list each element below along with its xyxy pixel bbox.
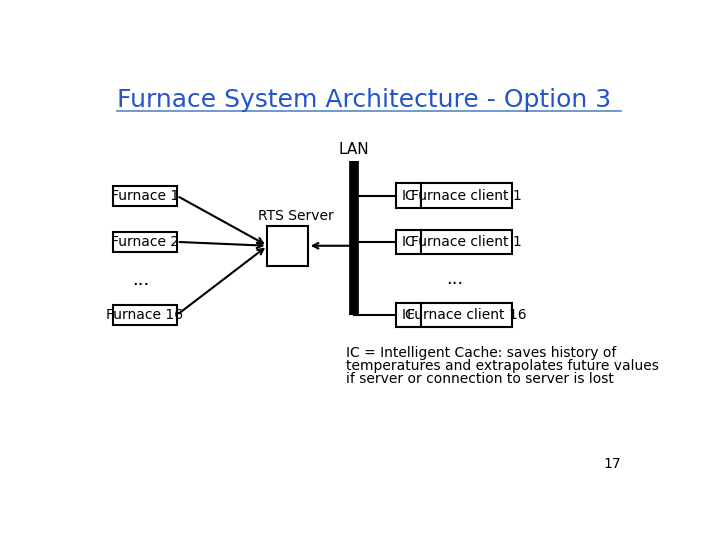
Text: Furnace client 1: Furnace client 1 [411, 188, 522, 202]
Text: Furnace System Architecture - Option 3: Furnace System Architecture - Option 3 [117, 88, 611, 112]
FancyBboxPatch shape [396, 230, 421, 254]
Text: RTS Server: RTS Server [258, 208, 333, 222]
Text: IC = Intelligent Cache: saves history of: IC = Intelligent Cache: saves history of [346, 346, 616, 360]
FancyBboxPatch shape [396, 184, 421, 208]
FancyBboxPatch shape [267, 226, 307, 266]
Text: temperatures and extrapolates future values: temperatures and extrapolates future val… [346, 359, 659, 373]
FancyBboxPatch shape [113, 232, 177, 252]
Text: IC: IC [402, 235, 415, 249]
FancyBboxPatch shape [421, 184, 513, 208]
Text: 17: 17 [603, 457, 621, 471]
FancyBboxPatch shape [113, 305, 177, 325]
Text: ...: ... [446, 270, 463, 288]
Text: ...: ... [132, 272, 149, 289]
Text: IC: IC [402, 188, 415, 202]
Text: IC: IC [402, 308, 415, 322]
Text: LAN: LAN [338, 142, 369, 157]
Text: if server or connection to server is lost: if server or connection to server is los… [346, 372, 613, 386]
FancyBboxPatch shape [421, 303, 513, 327]
FancyBboxPatch shape [113, 186, 177, 206]
Text: Furnace 2: Furnace 2 [111, 235, 179, 249]
Text: Furnace 16: Furnace 16 [107, 308, 184, 322]
FancyBboxPatch shape [396, 303, 421, 327]
FancyBboxPatch shape [421, 230, 513, 254]
Text: Furnace 1: Furnace 1 [111, 188, 179, 202]
Text: Furnace client 16: Furnace client 16 [407, 308, 526, 322]
Text: Furnace client 1: Furnace client 1 [411, 235, 522, 249]
